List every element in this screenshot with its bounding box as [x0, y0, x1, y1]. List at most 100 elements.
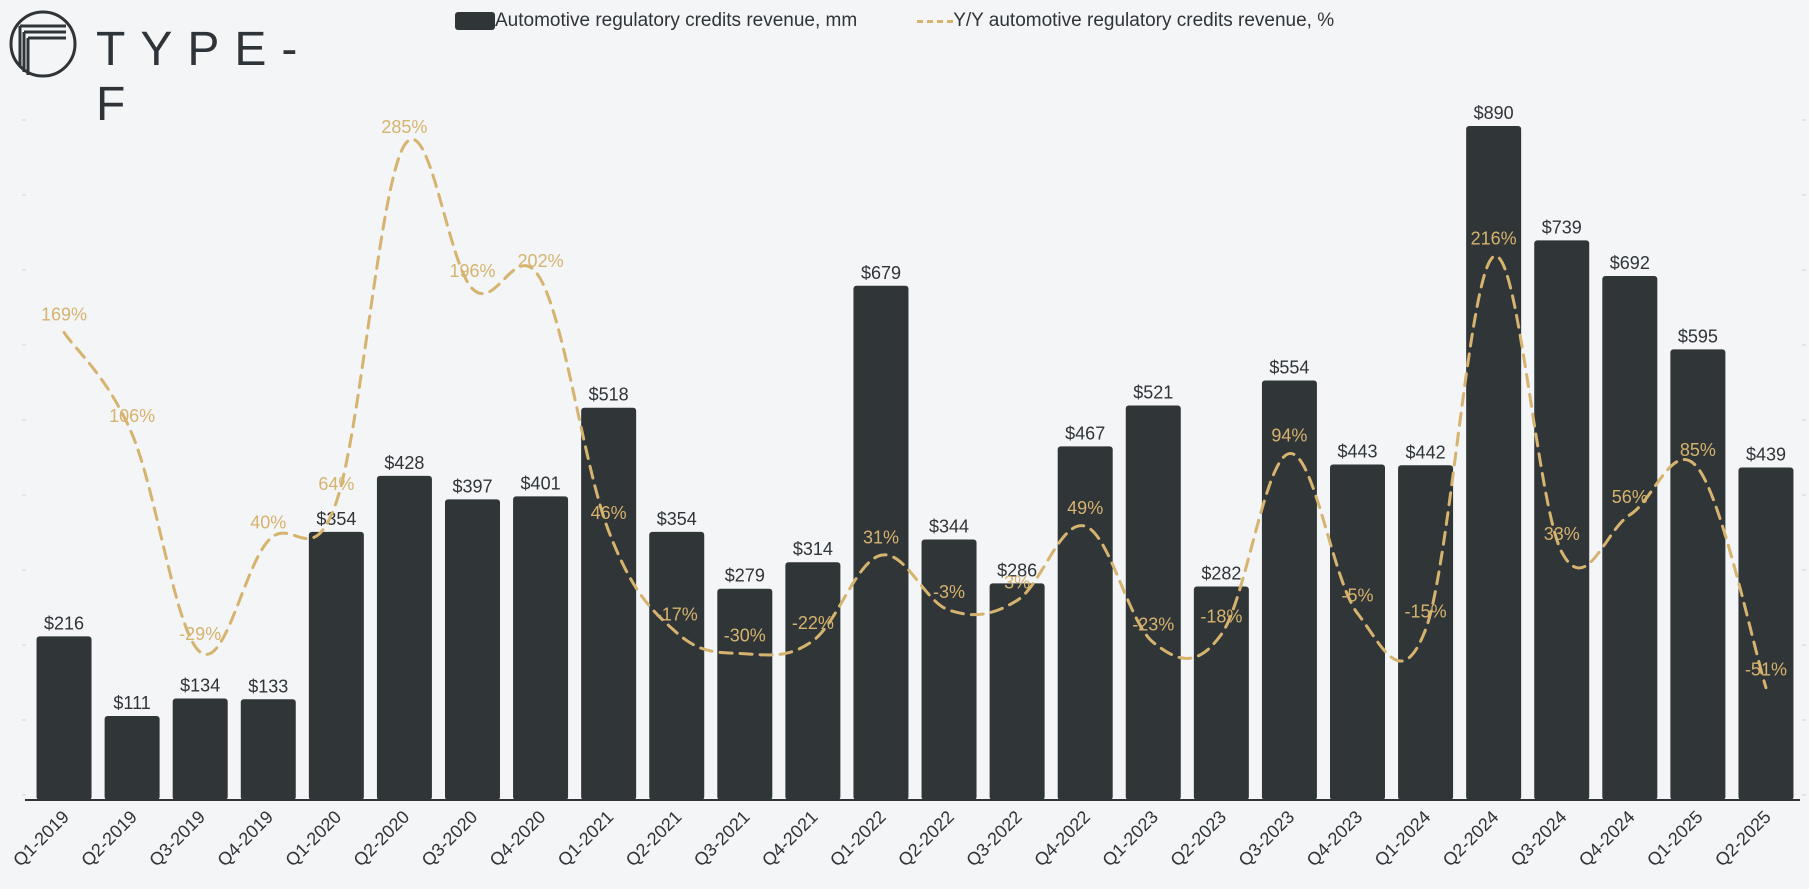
x-tick-label: Q2-2024	[1439, 807, 1503, 871]
x-tick-label: Q3-2023	[1235, 807, 1299, 871]
bar-value-label: $401	[521, 473, 561, 493]
x-tick-label: Q2-2025	[1711, 807, 1775, 871]
bar-value-label: $397	[452, 476, 492, 496]
bar	[1193, 586, 1249, 800]
line-value-label: -29%	[179, 624, 221, 644]
line-value-label: 64%	[318, 474, 354, 494]
line-value-label: 33%	[1544, 524, 1580, 544]
x-tick-label: Q2-2019	[77, 807, 141, 871]
bar-value-label: $133	[248, 676, 288, 696]
line-value-label: -30%	[724, 626, 766, 646]
bar-value-label: $354	[657, 509, 697, 529]
legend-item-line: Y/Y automotive regulatory credits revenu…	[917, 10, 1334, 32]
bar-value-label: $354	[316, 509, 356, 529]
bar	[104, 715, 160, 800]
line-value-label: -15%	[1405, 602, 1447, 622]
x-tick-label: Q4-2020	[486, 807, 550, 871]
line-value-label: 85%	[1680, 440, 1716, 460]
bar-value-label: $428	[384, 453, 424, 473]
x-tick-label: Q4-2019	[213, 807, 277, 871]
line-value-label: 56%	[1612, 487, 1648, 507]
bar	[445, 499, 500, 800]
bar	[1466, 126, 1522, 800]
x-tick-label: Q3-2019	[145, 807, 209, 871]
x-tick-label: Q2-2023	[1166, 807, 1230, 871]
bar-value-label: $134	[180, 676, 220, 696]
bar-series	[36, 126, 1794, 801]
bar-value-label: $692	[1610, 253, 1650, 273]
legend-label-bars: Automotive regulatory credits revenue, m…	[495, 10, 858, 31]
bar-value-label: $521	[1133, 382, 1173, 402]
bar-value-label: $467	[1065, 423, 1105, 443]
bar	[1602, 275, 1658, 801]
line-value-label: 216%	[1471, 229, 1517, 249]
bar-value-label: $442	[1406, 442, 1446, 462]
bar	[1125, 405, 1181, 800]
x-tick-label: Q3-2024	[1507, 807, 1571, 871]
bar	[1670, 349, 1726, 800]
x-tick-label: Q4-2021	[758, 807, 822, 871]
bar-value-label: $739	[1542, 217, 1582, 237]
bar	[308, 531, 364, 800]
line-value-label: 49%	[1067, 498, 1103, 518]
x-tick-label: Q1-2020	[281, 807, 345, 871]
line-value-label: -5%	[1341, 585, 1373, 605]
bar-value-label: $595	[1678, 326, 1718, 346]
bar-value-label: $279	[725, 566, 765, 586]
bar	[921, 539, 977, 800]
x-tick-label: Q1-2022	[826, 807, 890, 871]
yoy-line	[62, 137, 1768, 690]
bar-value-label: $286	[997, 560, 1037, 580]
line-value-label: -17%	[656, 605, 698, 625]
bar	[1738, 467, 1794, 800]
line-value-label: 106%	[109, 406, 155, 426]
bar	[513, 496, 569, 800]
brand-logo: TYPE-F	[8, 10, 338, 131]
bar-value-label: $518	[589, 385, 629, 405]
line-value-label: 169%	[41, 304, 87, 324]
x-tick-label: Q4-2023	[1303, 807, 1367, 871]
x-tick-label: Q4-2024	[1575, 807, 1639, 871]
bar	[1057, 446, 1113, 800]
x-tick-label: Q2-2022	[894, 807, 958, 871]
bar	[785, 562, 841, 800]
bar	[581, 407, 637, 800]
line-value-label: 40%	[250, 513, 286, 533]
bar	[240, 699, 296, 800]
line-value-label: -3%	[933, 582, 965, 602]
line-value-label: -18%	[1200, 606, 1242, 626]
x-tick-label: Q1-2019	[9, 807, 73, 871]
x-tick-label: Q1-2021	[554, 807, 618, 871]
x-tick-label: Q1-2024	[1371, 807, 1435, 871]
x-tick-label: Q3-2022	[962, 807, 1026, 871]
bar	[1261, 380, 1317, 800]
x-tick-label: Q3-2020	[418, 807, 482, 871]
legend-swatch-line	[917, 19, 954, 23]
logo-mark-icon	[9, 10, 77, 78]
legend-label-line: Y/Y automotive regulatory credits revenu…	[953, 10, 1335, 31]
bar	[1534, 240, 1590, 801]
line-value-label: -23%	[1132, 614, 1174, 634]
line-value-label: 196%	[449, 261, 495, 281]
bar-value-label: $679	[861, 263, 901, 283]
x-tick-label: Q3-2021	[690, 807, 754, 871]
bar-value-label: $554	[1269, 357, 1309, 377]
bar	[36, 636, 92, 800]
x-tick-label: Q1-2023	[1098, 807, 1162, 871]
line-value-label: 94%	[1271, 426, 1307, 446]
bar	[649, 531, 705, 800]
chart-legend: Automotive regulatory credits revenue, m…	[455, 8, 1394, 34]
line-value-label: -22%	[792, 613, 834, 633]
bar	[853, 285, 909, 800]
bar	[376, 475, 432, 800]
line-value-label: 3%	[1004, 572, 1030, 592]
bar-value-label: $443	[1337, 442, 1377, 462]
bar-value-label: $890	[1474, 103, 1514, 123]
x-tick-label: Q1-2025	[1643, 807, 1707, 871]
bar-value-label: $314	[793, 539, 833, 559]
x-tick-label: Q4-2022	[1030, 807, 1094, 871]
legend-swatch-bar	[455, 12, 495, 30]
bar-value-label: $111	[113, 693, 150, 713]
line-value-label: 202%	[518, 251, 564, 271]
